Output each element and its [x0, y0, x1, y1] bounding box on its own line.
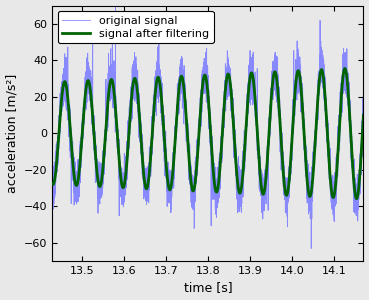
original signal — [234, 155, 239, 159]
signal after filtering — [354, 197, 359, 200]
original signal — [281, 151, 285, 154]
signal after filtering — [361, 113, 366, 117]
original signal — [248, 57, 252, 60]
Legend: original signal, signal after filtering: original signal, signal after filtering — [58, 11, 214, 43]
signal after filtering — [281, 168, 285, 171]
Y-axis label: acceleration [m/s²]: acceleration [m/s²] — [6, 74, 18, 193]
signal after filtering — [234, 169, 239, 172]
signal after filtering — [343, 67, 347, 70]
Line: signal after filtering: signal after filtering — [52, 68, 363, 199]
Line: original signal: original signal — [52, 0, 363, 248]
signal after filtering — [248, 76, 252, 79]
original signal — [361, 109, 366, 112]
original signal — [163, 142, 167, 146]
original signal — [66, 117, 70, 121]
signal after filtering — [163, 148, 167, 152]
original signal — [309, 247, 313, 250]
X-axis label: time [s]: time [s] — [184, 281, 232, 294]
signal after filtering — [50, 182, 55, 186]
signal after filtering — [297, 73, 302, 77]
original signal — [50, 169, 55, 172]
original signal — [297, 64, 302, 68]
signal after filtering — [66, 100, 70, 103]
